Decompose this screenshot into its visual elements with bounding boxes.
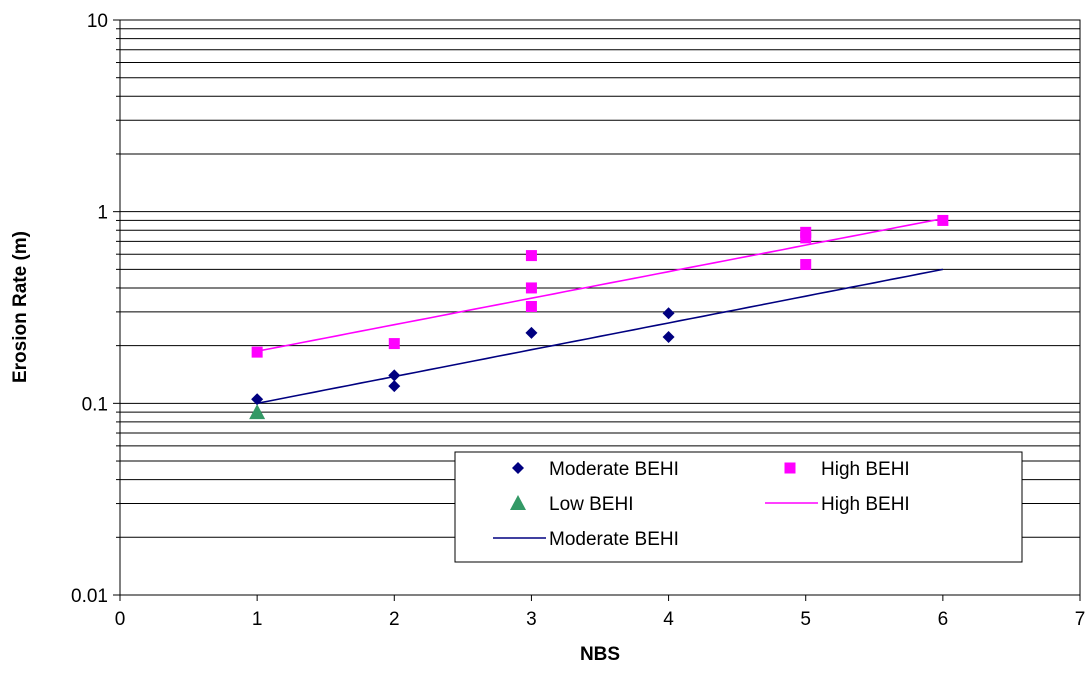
legend-box (454, 451, 1023, 563)
x-axis: 0 1 2 3 4 5 6 7 (115, 595, 1086, 630)
legend: Moderate BEHI High BEHI Low BEHI High BEHI M… (454, 451, 1023, 563)
x-tick-label: 4 (663, 609, 674, 630)
data-point-diamond (388, 380, 401, 393)
trendlines (256, 217, 944, 405)
y-tick-label: 1 (97, 203, 108, 224)
data-point-square (525, 301, 537, 313)
legend-label: Low BEHI (549, 494, 633, 515)
x-tick-label: 3 (526, 609, 537, 630)
x-tick-label: 2 (389, 609, 400, 630)
data-point-diamond (662, 330, 675, 343)
data-point-triangle (249, 404, 266, 420)
legend-marker-triangle (510, 495, 526, 510)
y-tick-label: 10 (87, 11, 108, 32)
data-point-diamond (251, 393, 264, 406)
x-tick-label: 7 (1075, 609, 1086, 630)
legend-marker-diamond (512, 462, 524, 474)
data-point-square (525, 250, 537, 262)
trendline (256, 217, 944, 352)
data-point-square (937, 214, 949, 226)
data-point-diamond (388, 369, 401, 382)
data-point-square (800, 259, 812, 271)
data-point-square (800, 226, 812, 238)
legend-label: Moderate BEHI (549, 529, 679, 550)
legend-label: Moderate BEHI (549, 459, 679, 480)
data-point-square (800, 232, 812, 244)
data-point-diamond (662, 307, 675, 320)
data-point-diamond (525, 326, 538, 339)
data-point-square (388, 338, 400, 350)
x-tick-label: 5 (800, 609, 811, 630)
trendline (256, 268, 944, 405)
legend-label: High BEHI (821, 494, 910, 515)
legend-label: High BEHI (821, 459, 910, 480)
x-tick-label: 1 (252, 609, 263, 630)
data-points (249, 214, 949, 420)
x-axis-title: NBS (580, 644, 620, 665)
y-tick-label: 0.1 (82, 394, 108, 415)
y-tick-label: 0.01 (71, 586, 108, 607)
y-axis-title: Erosion Rate (m) (10, 231, 31, 383)
x-tick-label: 6 (938, 609, 949, 630)
gridlines (120, 28, 1080, 538)
legend-marker-square (784, 462, 796, 474)
y-axis: 0.01 0.1 1 10 (71, 11, 120, 607)
x-tick-label: 0 (115, 609, 126, 630)
data-point-square (525, 282, 537, 294)
data-point-square (251, 346, 263, 358)
plot-area (119, 19, 1081, 596)
